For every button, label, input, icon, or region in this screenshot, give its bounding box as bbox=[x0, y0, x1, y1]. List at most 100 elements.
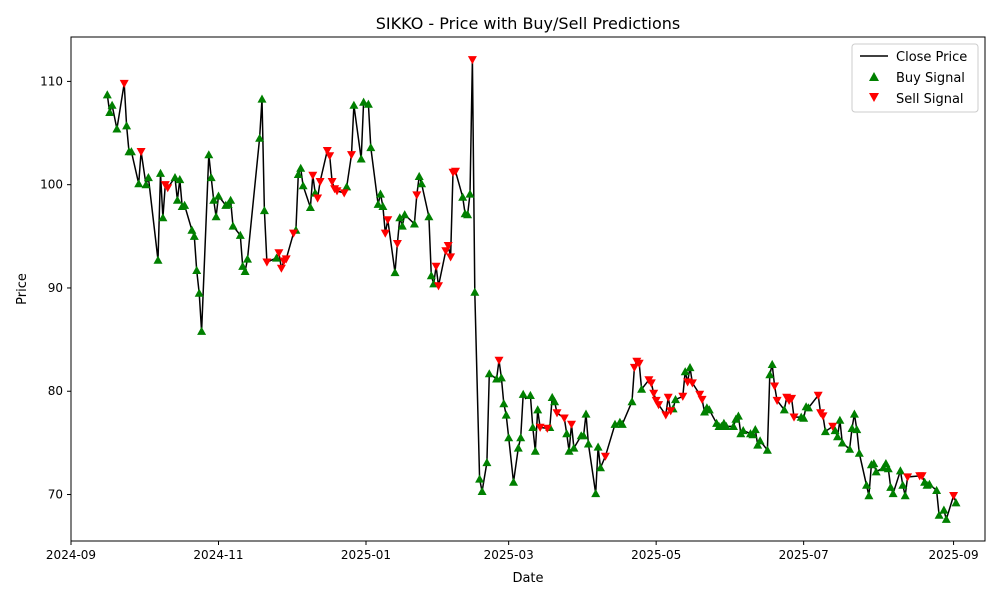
buy-signal-marker bbox=[671, 395, 680, 404]
buy-signal-marker bbox=[835, 415, 845, 424]
buy-signal-marker bbox=[226, 195, 236, 204]
sell-signal-marker bbox=[629, 363, 639, 372]
buy-signal-marker bbox=[700, 407, 709, 416]
buy-signal-marker bbox=[779, 405, 789, 414]
buy-signal-marker bbox=[550, 397, 560, 406]
buy-signal-marker bbox=[509, 477, 518, 486]
buy-signal-marker bbox=[932, 485, 942, 494]
buy-signal-marker bbox=[845, 444, 855, 453]
x-tick-label: 2025-03 bbox=[484, 548, 534, 562]
buy-signal-marker bbox=[888, 489, 898, 498]
sell-signal-marker bbox=[646, 379, 656, 388]
buy-signal-marker bbox=[143, 173, 153, 182]
buy-signal-marker bbox=[293, 169, 303, 178]
buy-signal-marker bbox=[112, 124, 122, 133]
sell-signal-marker bbox=[392, 240, 402, 249]
buy-signal-marker bbox=[484, 369, 494, 378]
buy-signal-marker bbox=[153, 255, 163, 264]
buy-signal-marker bbox=[172, 195, 182, 204]
buy-signal-marker bbox=[158, 213, 168, 222]
x-axis-ticks: 2024-09 2024-11 2025-01 2025-03 2025-05 2025-… bbox=[46, 541, 979, 562]
sell-signal-marker bbox=[535, 423, 545, 432]
buy-signal-marker bbox=[849, 409, 859, 418]
x-tick-label: 2025-05 bbox=[631, 548, 681, 562]
sell-signal-marker bbox=[494, 356, 504, 365]
sell-signal-marker bbox=[654, 401, 664, 410]
buy-signal-marker bbox=[755, 436, 765, 445]
buy-signal-marker bbox=[837, 438, 847, 447]
sell-signal-marker bbox=[412, 191, 422, 200]
buy-signal-marker bbox=[363, 99, 373, 108]
buy-signal-marker bbox=[409, 219, 419, 228]
buy-signal-marker bbox=[504, 433, 514, 442]
buy-signal-marker bbox=[209, 195, 219, 204]
sell-signal-marker bbox=[687, 379, 697, 388]
sell-signal-marker bbox=[567, 420, 576, 429]
sell-signal-marker bbox=[949, 492, 959, 501]
buy-signal-marker bbox=[204, 150, 214, 159]
sell-signal-marker bbox=[347, 151, 356, 160]
buy-signal-marker bbox=[496, 373, 506, 382]
buy-signal-marker bbox=[762, 445, 772, 454]
sell-signal-marker bbox=[634, 359, 644, 368]
sell-signal-marker bbox=[136, 148, 146, 157]
buy-signal-marker bbox=[501, 410, 511, 419]
buy-signal-marker bbox=[627, 397, 637, 406]
buy-signal-marker bbox=[799, 413, 809, 422]
sell-signal-marker bbox=[434, 282, 443, 291]
sell-signal-marker bbox=[552, 409, 562, 418]
buy-signal-marker bbox=[349, 100, 359, 109]
sell-signal-marker bbox=[327, 178, 337, 187]
legend-sell-swatch bbox=[869, 93, 879, 102]
buy-signal-marker bbox=[617, 419, 627, 428]
buy-signal-marker bbox=[886, 482, 896, 491]
sell-signal-marker bbox=[325, 152, 335, 161]
y-axis-ticks: 70 80 90 100 110 bbox=[40, 74, 71, 502]
buy-signal-marker bbox=[516, 433, 526, 442]
buy-signal-marker bbox=[197, 326, 207, 335]
buy-signal-marker bbox=[107, 100, 117, 109]
buy-signal-marker bbox=[596, 463, 605, 472]
buy-signal-marker bbox=[390, 268, 400, 277]
buy-signal-marker bbox=[637, 384, 647, 393]
buy-signal-marker bbox=[475, 474, 485, 483]
buy-signal-marker bbox=[864, 491, 874, 500]
x-tick-label: 2025-01 bbox=[341, 548, 391, 562]
x-axis-label: Date bbox=[512, 571, 543, 586]
buy-signal-marker bbox=[417, 179, 427, 188]
buy-signal-marker bbox=[733, 411, 743, 420]
buy-signal-marker bbox=[830, 426, 840, 435]
buy-signal-marker bbox=[272, 253, 281, 262]
buy-signal-marker bbox=[424, 212, 434, 221]
sell-signal-marker bbox=[770, 382, 780, 391]
sell-signal-marker bbox=[903, 473, 913, 482]
buy-signal-marker bbox=[259, 206, 269, 215]
sell-signal-marker bbox=[813, 391, 823, 400]
buy-signal-marker bbox=[883, 464, 893, 473]
signal-markers bbox=[102, 56, 961, 523]
sell-signal-marker bbox=[339, 189, 349, 198]
buy-signal-marker bbox=[298, 181, 308, 190]
buy-signal-marker bbox=[126, 147, 136, 156]
buy-signal-marker bbox=[426, 271, 436, 280]
buy-signal-marker bbox=[704, 405, 714, 414]
sell-signal-marker bbox=[315, 178, 325, 187]
buy-signal-marker bbox=[939, 505, 949, 514]
buy-signal-marker bbox=[482, 458, 492, 467]
sell-signal-marker bbox=[649, 389, 659, 398]
y-tick-label: 80 bbox=[48, 384, 63, 398]
sell-signal-marker bbox=[443, 242, 453, 251]
buy-signal-marker bbox=[738, 426, 748, 435]
buy-signal-marker bbox=[206, 173, 216, 182]
buy-signal-marker bbox=[175, 175, 185, 184]
buy-signal-marker bbox=[463, 210, 473, 219]
buy-signal-marker bbox=[518, 389, 528, 398]
buy-signal-marker bbox=[579, 431, 589, 440]
y-tick-label: 90 bbox=[48, 281, 63, 295]
buy-signal-marker bbox=[729, 421, 738, 430]
buy-signal-marker bbox=[610, 419, 620, 428]
y-tick-label: 70 bbox=[48, 488, 63, 502]
sell-signal-marker bbox=[119, 79, 129, 88]
x-tick-label: 2025-09 bbox=[928, 548, 978, 562]
